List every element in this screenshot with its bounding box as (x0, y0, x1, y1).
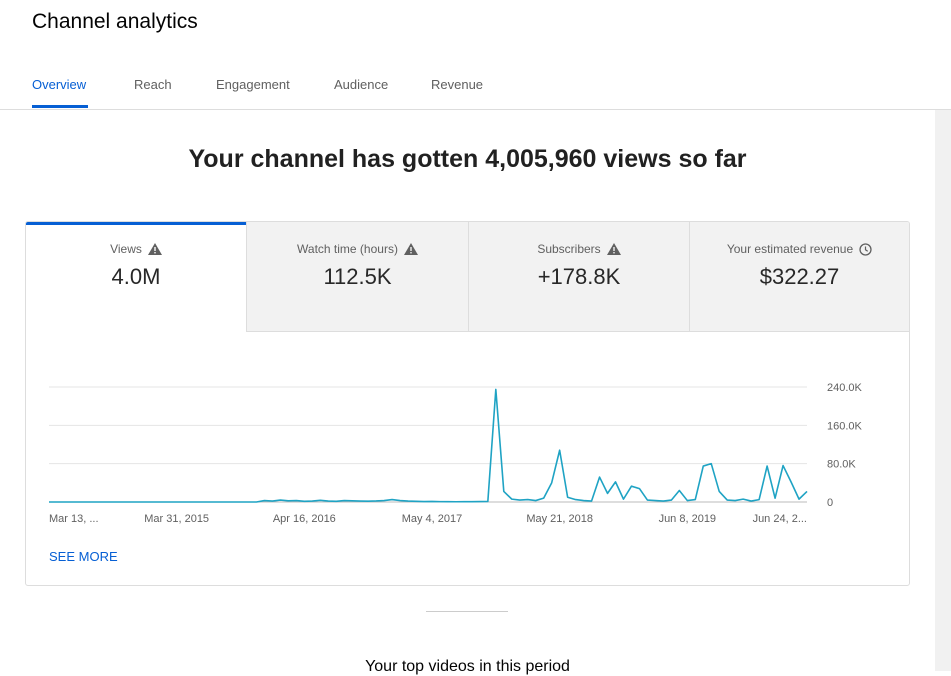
divider (0, 109, 951, 110)
warning-icon (403, 243, 418, 255)
headline: Your channel has gotten 4,005,960 views … (188, 145, 747, 173)
page-title: Channel analytics (32, 10, 198, 33)
metric-label: Views (110, 242, 142, 256)
metric-value: 4.0M (111, 264, 161, 289)
metric-label: Your estimated revenue (726, 242, 854, 256)
section-divider (426, 611, 508, 612)
scrollbar[interactable] (935, 110, 951, 671)
metric-tab[interactable]: Views 4.0M (26, 222, 246, 332)
tab[interactable]: Engagement (216, 77, 290, 92)
metric-tab[interactable]: Watch time (hours) 112.5K (246, 222, 468, 332)
tab[interactable]: Revenue (431, 77, 484, 92)
clock-icon (859, 242, 872, 256)
metric-tab[interactable]: Subscribers +178.8K (468, 222, 689, 332)
tab[interactable]: Overview (32, 77, 87, 92)
tab-indicator (32, 105, 88, 108)
metric-label: Subscribers (537, 242, 601, 256)
see-more-link[interactable]: SEE MORE (49, 549, 118, 564)
metric-label: Watch time (hours) (297, 242, 398, 256)
metric-value: +178.8K (537, 264, 621, 289)
tab[interactable]: Audience (334, 77, 389, 92)
section-heading: Your top videos in this period (365, 658, 570, 675)
metric-tab[interactable]: Your estimated revenue $322.27 (689, 222, 909, 332)
warning-icon (147, 243, 162, 255)
overview-card: Views 4.0M Watch time (hours) 112.5K Sub… (25, 221, 910, 586)
metric-value: $322.27 (759, 264, 840, 289)
warning-icon (606, 243, 621, 255)
metric-value: 112.5K (323, 264, 392, 289)
tab[interactable]: Reach (134, 77, 172, 92)
